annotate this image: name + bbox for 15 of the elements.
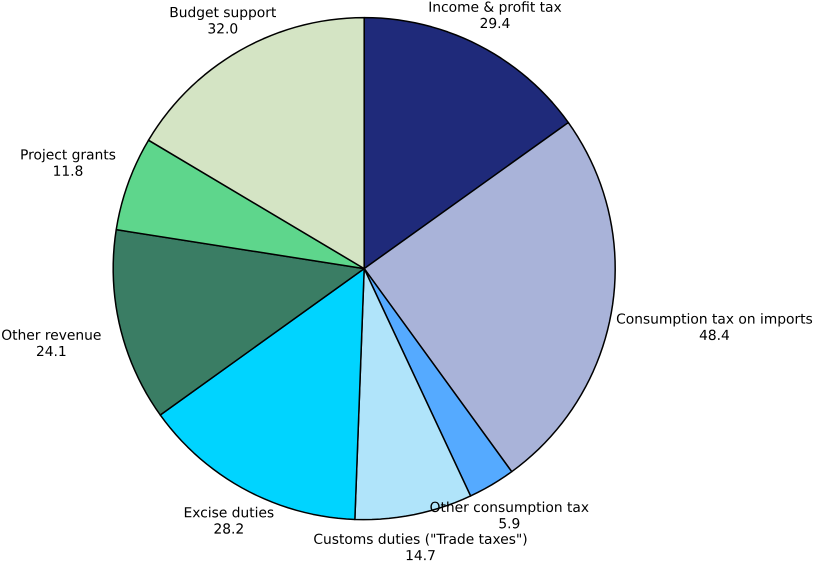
data-label: 28.2	[214, 523, 243, 534]
slice-label: Budget support	[170, 6, 276, 20]
slice-label: Consumption tax on imports	[616, 312, 812, 326]
slice-label: Excise duties	[184, 506, 274, 518]
data-label: 14.7	[406, 550, 435, 560]
slice-label: Other revenue	[2, 329, 101, 340]
slice-label: Project grants	[21, 148, 116, 162]
data-label: 11.8	[54, 165, 82, 176]
data-label: 48.4	[700, 329, 730, 340]
slice-label: Customs duties ("Trade taxes")	[314, 533, 526, 546]
data-label: 29.4	[480, 18, 510, 28]
data-label: 24.1	[36, 346, 66, 356]
data-label: 5.9	[499, 518, 520, 528]
data-label: 32.0	[208, 22, 238, 34]
slice-label: Income & profit tax	[430, 1, 562, 14]
